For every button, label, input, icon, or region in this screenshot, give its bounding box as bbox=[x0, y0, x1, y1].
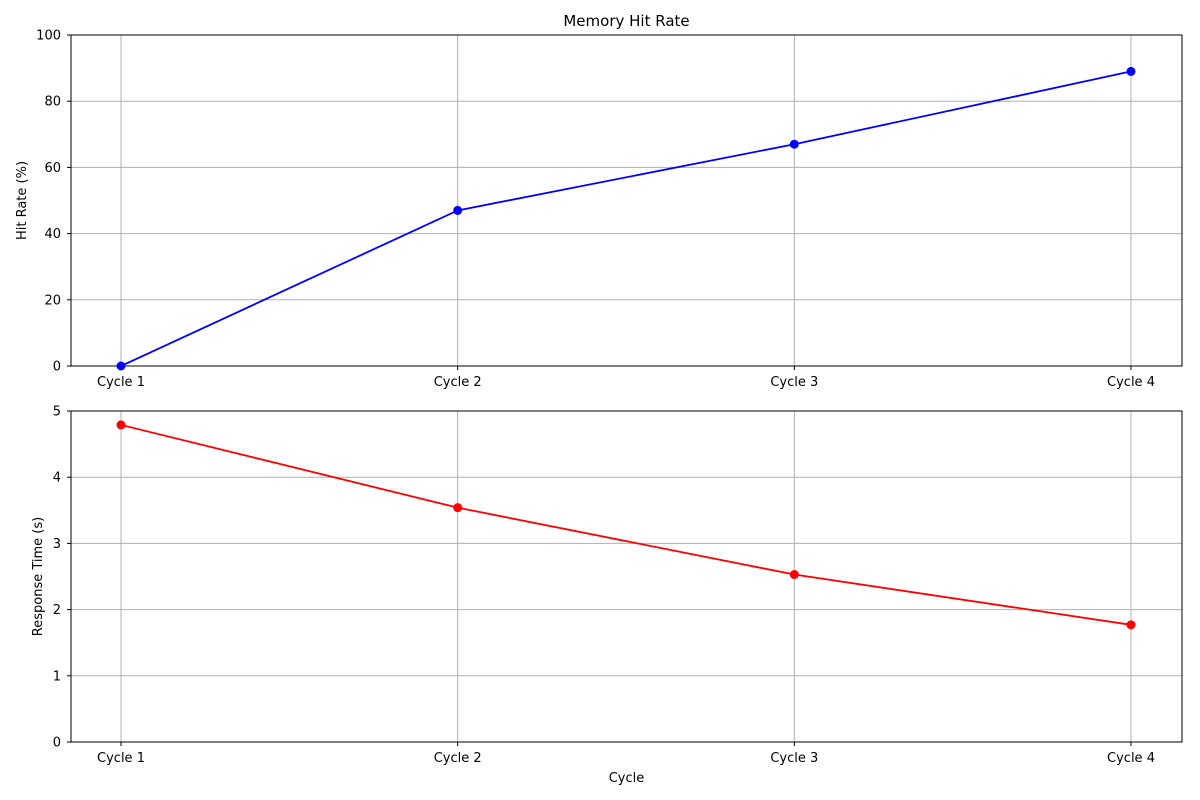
hit-rate-x-tick-label: Cycle 4 bbox=[1107, 375, 1155, 390]
hit-rate-y-tick-label: 20 bbox=[44, 293, 61, 308]
hit-rate-chart-title: Memory Hit Rate bbox=[563, 12, 689, 30]
response-time-y-tick-label: 0 bbox=[53, 736, 61, 751]
response-time-y-tick-label: 5 bbox=[53, 405, 61, 420]
response-time-y-tick-label: 1 bbox=[53, 669, 61, 684]
response-time-y-axis-label: Response Time (s) bbox=[31, 517, 46, 636]
response-time-y-tick-label: 3 bbox=[53, 537, 61, 552]
hit-rate-x-tick-label: Cycle 2 bbox=[434, 375, 482, 390]
response-time-x-tick-label: Cycle 1 bbox=[97, 751, 145, 766]
hit-rate-y-tick-label: 0 bbox=[53, 360, 61, 375]
response-time-panel: 0 1 2 3 4 5 Cycle 1 Cycle 2 Cycle 3 Cycle 4 Respo… bbox=[31, 405, 1183, 786]
response-time-x-tick-label: Cycle 4 bbox=[1107, 751, 1155, 766]
hit-rate-y-tick-label: 60 bbox=[44, 161, 61, 176]
response-time-y-tick-label: 2 bbox=[53, 603, 61, 618]
hit-rate-axes-frame bbox=[70, 34, 1183, 367]
response-time-x-tick-label: Cycle 2 bbox=[434, 751, 482, 766]
response-time-x-tick-label: Cycle 3 bbox=[770, 751, 818, 766]
response-time-data-point bbox=[789, 570, 799, 580]
hit-rate-data-point bbox=[789, 139, 799, 149]
hit-rate-y-tick-label: 40 bbox=[44, 227, 61, 242]
hit-rate-y-tick-label: 100 bbox=[36, 29, 61, 44]
response-time-x-axis-label: Cycle bbox=[609, 771, 645, 786]
hit-rate-y-tick-label: 80 bbox=[44, 95, 61, 110]
hit-rate-panel: 0 20 40 60 80 100 Cycle 1 Cycle 2 Cycle 3 Cycle 4… bbox=[15, 12, 1183, 390]
response-time-y-tick-label: 4 bbox=[53, 471, 61, 486]
response-time-data-point bbox=[116, 420, 126, 430]
response-time-data-point bbox=[453, 503, 463, 513]
hit-rate-y-axis-label: Hit Rate (%) bbox=[15, 161, 30, 240]
response-time-series-line bbox=[120, 424, 1132, 626]
hit-rate-series-line bbox=[120, 70, 1132, 367]
hit-rate-x-tick-label: Cycle 1 bbox=[97, 375, 145, 390]
hit-rate-x-tick-label: Cycle 3 bbox=[770, 375, 818, 390]
hit-rate-data-point bbox=[116, 361, 126, 371]
hit-rate-data-point bbox=[1126, 66, 1136, 76]
response-time-axes-frame bbox=[70, 410, 1183, 743]
response-time-data-point bbox=[1126, 620, 1136, 630]
hit-rate-data-point bbox=[453, 205, 463, 215]
